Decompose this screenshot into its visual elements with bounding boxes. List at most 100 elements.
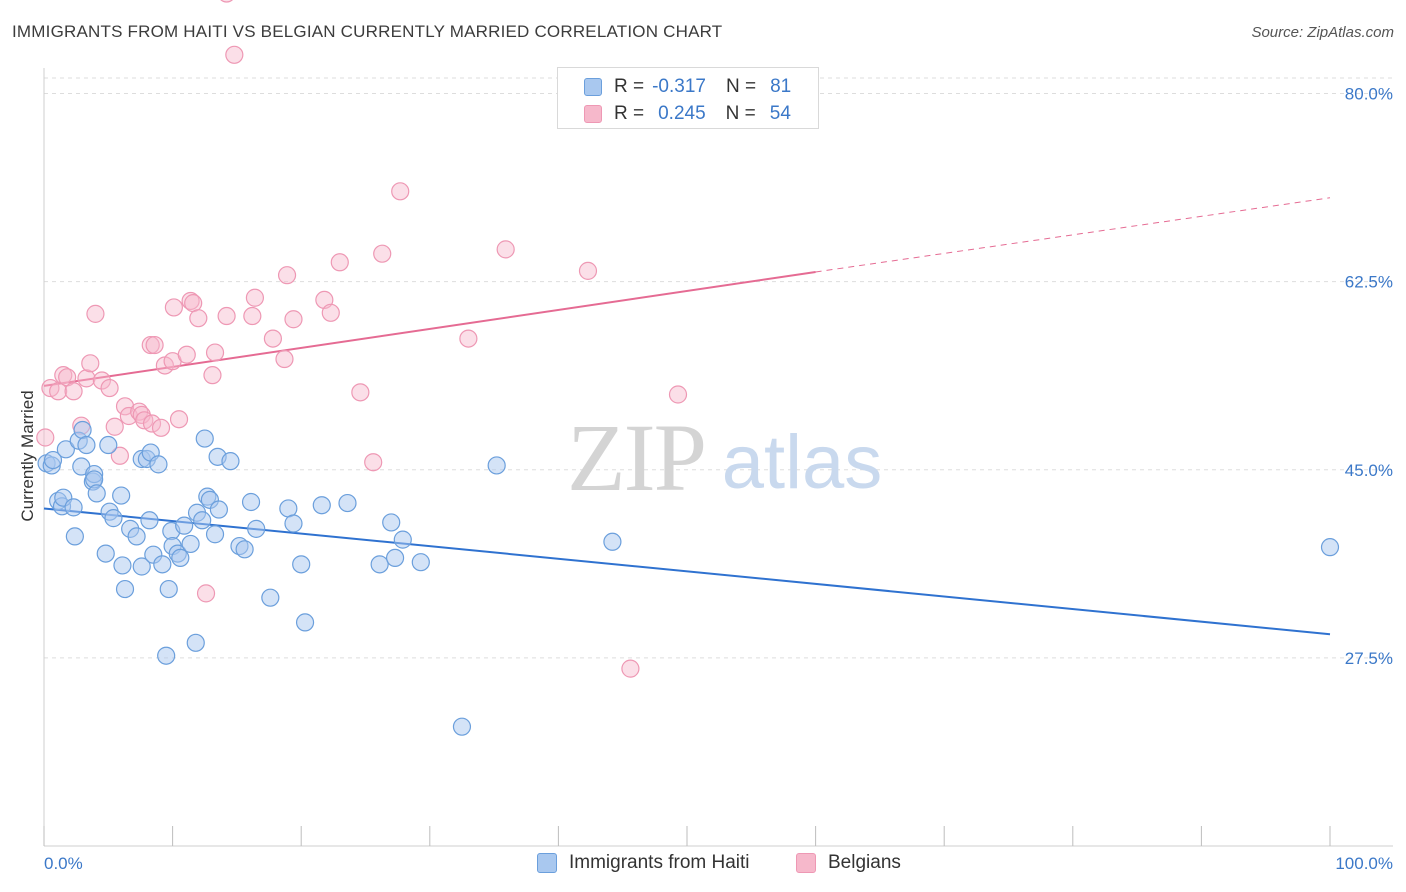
legend-n-value: 81 [770, 76, 792, 97]
haiti-point [385, 548, 405, 568]
series-legend: Immigrants from Haiti Belgians [0, 852, 1406, 878]
legend-item-label: Belgians [828, 852, 901, 873]
y-tick-label: 80.0% [1345, 85, 1393, 104]
legend-r-label: R = [614, 76, 645, 97]
belgian-point [92, 371, 111, 390]
stats-legend: R = -0.317 N = 81 R = 0.245 N = 54 [557, 67, 819, 129]
haiti-point [312, 496, 331, 515]
haiti-point [241, 492, 261, 512]
haiti-point [181, 534, 200, 554]
gridlines [44, 77, 1393, 659]
belgian-point [277, 266, 297, 285]
watermark: ZIP atlas [567, 404, 882, 511]
haiti-point [157, 646, 176, 665]
belgian-point [205, 343, 225, 362]
x-tick-label: 0.0% [44, 854, 83, 873]
belgian-point [203, 366, 222, 385]
legend-r-value: -0.317 [652, 76, 706, 97]
haiti-point [279, 499, 298, 518]
belgian-point [364, 453, 383, 472]
belgian-point [164, 298, 183, 317]
y-axis-label: Currently Married [18, 390, 37, 521]
haiti-point [175, 516, 194, 535]
haiti-point [56, 440, 75, 459]
belgian-point [169, 410, 189, 429]
haiti-point [186, 633, 205, 652]
axes [43, 68, 1393, 847]
legend-row-belgian: R = 0.245 N = 54 [584, 101, 791, 127]
belgian-point [49, 382, 68, 401]
belgian-swatch [584, 105, 602, 123]
haiti-point [338, 493, 357, 513]
haiti-point [382, 513, 401, 532]
belgian-points [36, 0, 799, 678]
legend-row-haiti: R = -0.317 N = 81 [584, 74, 791, 100]
watermark-zip: ZIP [567, 404, 705, 511]
belgian-swatch [796, 853, 816, 873]
y-tick-label: 62.5% [1345, 273, 1393, 292]
haiti-trend-line [43, 507, 1331, 636]
belgian-point [496, 240, 515, 259]
haiti-point [73, 420, 92, 440]
belgian-point [105, 417, 124, 436]
belgian-point [284, 310, 303, 329]
legend-n-label: N = [725, 76, 757, 97]
haiti-point [603, 532, 622, 551]
haiti-point [171, 548, 190, 568]
belgian-point [115, 397, 135, 416]
haiti-point [65, 527, 84, 546]
belgian-point [578, 261, 598, 280]
legend-r-value: 0.245 [658, 103, 706, 124]
legend-n-value: 54 [769, 103, 791, 124]
legend-item-belgians[interactable]: Belgians [796, 852, 901, 874]
belgian-point [275, 349, 294, 369]
belgian-point [220, 0, 234, 3]
haiti-points [37, 420, 1340, 736]
haiti-swatch [584, 78, 602, 96]
haiti-point [112, 486, 131, 505]
haiti-point [104, 509, 123, 528]
x-tick-label: 100.0% [1335, 854, 1393, 873]
haiti-swatch [537, 853, 557, 873]
y-tick-label: 27.5% [1345, 649, 1393, 668]
haiti-point [153, 555, 172, 574]
belgian-point [142, 414, 162, 433]
haiti-point [195, 429, 214, 448]
belgian-point [145, 335, 164, 355]
haiti-point [221, 452, 240, 471]
haiti-point [64, 498, 83, 517]
haiti-point [113, 556, 132, 575]
haiti-point [452, 717, 472, 736]
belgian-point [86, 304, 105, 323]
belgian-point [81, 354, 100, 373]
haiti-point [43, 450, 63, 470]
belgian-point [151, 418, 171, 437]
belgian-point [459, 329, 478, 348]
haiti-point [284, 514, 303, 533]
belgian-point [110, 446, 129, 465]
haiti-point [127, 527, 146, 546]
belgian-trend-extension [815, 197, 1331, 273]
source-label: Source: ZipAtlas.com [1251, 24, 1394, 41]
haiti-point [140, 511, 159, 530]
belgian-point [621, 659, 640, 678]
belgian-point [36, 428, 55, 447]
haiti-point [411, 553, 430, 572]
haiti-point [247, 519, 266, 538]
haiti-point [235, 540, 254, 559]
chart-title: IMMIGRANTS FROM HAITI VS BELGIAN CURRENT… [12, 22, 723, 41]
legend-n-label: N = [725, 103, 756, 124]
belgian-point [243, 306, 262, 326]
haiti-point [209, 500, 228, 519]
haiti-point [261, 588, 280, 607]
belgian-point [373, 244, 392, 263]
legend-item-haiti[interactable]: Immigrants from Haiti [537, 852, 750, 874]
belgian-point [321, 303, 340, 322]
haiti-point [115, 579, 135, 599]
legend-r-label: R = [614, 103, 645, 124]
haiti-point [1320, 538, 1340, 557]
belgian-point [225, 45, 244, 64]
haiti-point [295, 613, 315, 632]
belgian-point [391, 182, 410, 201]
